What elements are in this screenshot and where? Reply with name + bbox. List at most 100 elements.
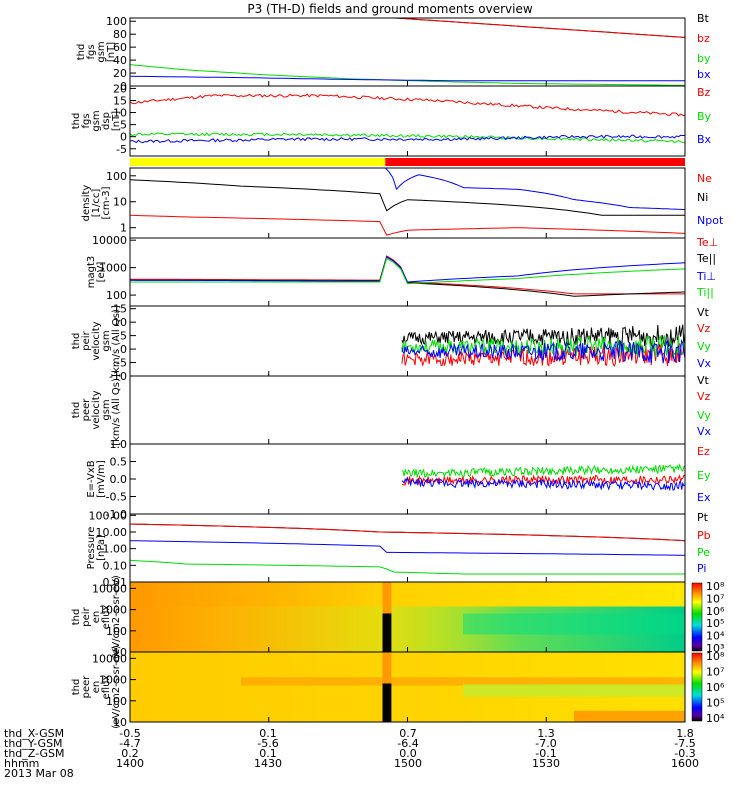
y-tick-label: 15 [113, 303, 127, 316]
panel-frame [129, 17, 686, 87]
footer-value: 0.1 [259, 727, 277, 740]
footer-value: 1400 [116, 757, 144, 770]
colorbar [691, 652, 703, 722]
footer-value: -0.1 [535, 747, 556, 760]
y-axis-label: thd [71, 402, 82, 419]
y-axis-label: en [91, 611, 102, 624]
y-tick-label: 10000 [92, 234, 127, 247]
series-line-bx [129, 75, 685, 82]
y-tick-label: 0.10 [103, 559, 128, 572]
y-tick-label: 1000 [99, 604, 127, 617]
series-line-Bt [130, 17, 686, 38]
legend-Vt: Vt [697, 374, 710, 387]
series-line-Vt [401, 324, 686, 349]
footer-label: hhmm [4, 757, 39, 770]
legend-bz: bz [697, 32, 710, 45]
footer-label: thd_Z-GSM [4, 747, 64, 760]
series-line-Ne [129, 214, 686, 236]
series-line-Te|| [129, 256, 686, 297]
y-tick-label: 10000 [92, 652, 127, 665]
y-tick-label: -0.5 [106, 491, 127, 504]
y-tick-label: -5 [116, 143, 127, 156]
footer-value: -7.5 [674, 737, 695, 750]
legend-Te⊥: Te⊥ [696, 236, 718, 249]
y-tick-label: 15 [113, 94, 127, 107]
y-axis-label: [km/s (All Qs)] [111, 305, 122, 377]
panel-frame [129, 85, 686, 157]
panel-frame [129, 375, 686, 445]
y-tick-label: 1 [120, 222, 127, 235]
y-tick-label: -10 [109, 370, 127, 383]
y-axis-label: thd [71, 609, 82, 626]
heatmap-warm-band [241, 677, 685, 686]
legend-Ex: Ex [697, 491, 711, 504]
y-axis-label: [eV] [96, 262, 107, 283]
y-axis-label: [mV/m] [96, 460, 107, 498]
y-tick-label: 40 [113, 54, 127, 67]
chart-title: P3 (TH-D) fields and ground moments over… [247, 2, 532, 16]
y-axis-label: thd [71, 333, 82, 350]
series-line-bz [396, 17, 686, 38]
footer-value: 1.3 [537, 727, 555, 740]
y-tick-label: 100.00 [89, 509, 128, 522]
y-tick-label: 10 [113, 646, 127, 659]
y-axis-label: gsm [101, 399, 112, 420]
y-axis-label: (eV/cm2-s-sr-eV) [111, 575, 122, 659]
y-axis-label: velocity [91, 321, 102, 360]
y-tick-label: 0.0 [110, 473, 128, 486]
panel-11: 10⁴ 10⁵ 10⁶ 10⁷ 10⁸ 10 100 1000 10000 thd peer en ef… [71, 645, 725, 729]
series-line-Pb [129, 523, 686, 542]
legend-Ni: Ni [697, 191, 708, 204]
y-tick-label: 1000 [99, 674, 127, 687]
y-axis-label: [nPa] [96, 535, 107, 561]
legend-Vy: Vy [697, 409, 711, 422]
legend-Bz: Bz [697, 86, 711, 99]
y-axis-label: gsm [96, 41, 107, 62]
series-line-Bz [129, 93, 686, 117]
y-tick-label: 80 [113, 28, 127, 41]
y-tick-label: 10 [113, 716, 127, 729]
panel-7: thd peer velocity gsm [km/s (All Qs)] Vt Vz Vy V… [71, 374, 712, 446]
colorbar [691, 582, 703, 652]
y-axis-label: peir [81, 606, 92, 626]
footer-value: 1500 [394, 757, 422, 770]
y-tick-label: 0.01 [103, 576, 128, 589]
panel-4: 1 10 100 density [1/cc] [cm-3] Ne Ni Npot [81, 167, 724, 239]
y-tick-label: 5 [120, 119, 127, 132]
series-line-Pe [129, 559, 685, 575]
panel-frame [129, 513, 686, 583]
footer-value: 0.0 [399, 747, 417, 760]
legend-Vz: Vz [697, 322, 711, 335]
heatmap-green-band [463, 684, 685, 697]
y-axis-label: gsm [101, 330, 112, 351]
heatmap-gap [382, 683, 392, 722]
y-axis-label: [1/cc] [91, 189, 102, 218]
legend-Bt: Bt [697, 12, 710, 25]
y-tick-label: 10000 [92, 582, 127, 595]
series-line-Ti|| [130, 257, 686, 285]
colorbar-tick: 10⁵ [706, 617, 724, 630]
panel-8: -1.0 -0.5 0.0 0.5 1.0 E=-VxB [mV/m] Ez Ey Ex [86, 438, 711, 521]
series-line-Pi [129, 540, 686, 556]
y-tick-label: 100 [106, 695, 127, 708]
y-axis-label: fgs [86, 44, 97, 59]
y-axis-label: [km/s (All Qs)] [111, 374, 122, 446]
footer-label: thd_X-GSM [4, 727, 64, 740]
y-axis-label: magt3 [86, 256, 97, 289]
y-tick-label: 0 [120, 80, 127, 93]
y-axis-label: fgs [81, 113, 92, 128]
y-axis-label: peer [81, 675, 92, 699]
legend-Pt: Pt [697, 511, 709, 524]
legend-Vt: Vt [697, 306, 710, 319]
footer-value: -0.5 [119, 727, 140, 740]
y-tick-label: 0 [120, 343, 127, 356]
y-axis-label: peir [81, 330, 92, 350]
heatmap-gap [382, 613, 392, 652]
y-tick-label: 10 [113, 316, 127, 329]
panel-9: 0.01 0.10 1.00 10.00 100.00 Pressure [nPa] Pt Pb… [86, 509, 711, 589]
footer-value: 1430 [254, 757, 282, 770]
